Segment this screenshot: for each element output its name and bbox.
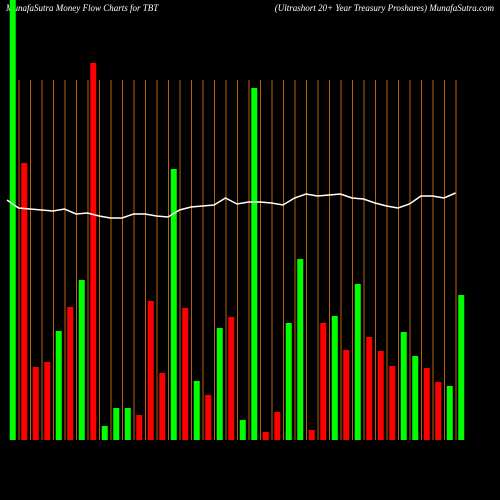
chart-subtitle: (Ultrashort 20+ Year Treasury Proshares)… [275,3,495,13]
bar [113,408,120,440]
bar [147,301,154,440]
bar [239,420,246,440]
bar [354,284,361,440]
line-series [6,192,456,219]
bar [67,307,74,440]
chart-title: MunafaSutra Money Flow Charts for TBT [5,3,159,13]
bar [262,432,269,440]
bar [124,408,131,440]
bar [251,88,258,440]
bar [308,430,315,440]
bar [274,412,281,440]
bar [101,426,108,440]
bar [285,323,292,440]
bar [331,316,338,440]
bar [446,386,453,440]
bar [205,395,212,440]
bar [136,415,143,440]
bar [170,169,177,440]
bar [458,295,465,440]
bar [159,373,166,440]
bar [21,163,28,440]
bar [182,308,189,440]
bar [412,356,419,440]
bar [216,328,223,440]
bar [343,350,350,440]
bar [193,381,200,440]
bar [90,63,97,440]
bar [44,362,51,440]
bar [228,317,235,440]
bar [377,351,384,440]
bar [423,368,430,440]
bar [435,382,442,440]
bar [32,367,39,440]
bar [400,332,407,440]
bar [55,331,62,440]
bar [9,0,16,440]
bar [389,366,396,440]
bar [320,323,327,440]
bar [297,259,304,440]
bar [366,337,373,440]
bar [78,280,85,440]
